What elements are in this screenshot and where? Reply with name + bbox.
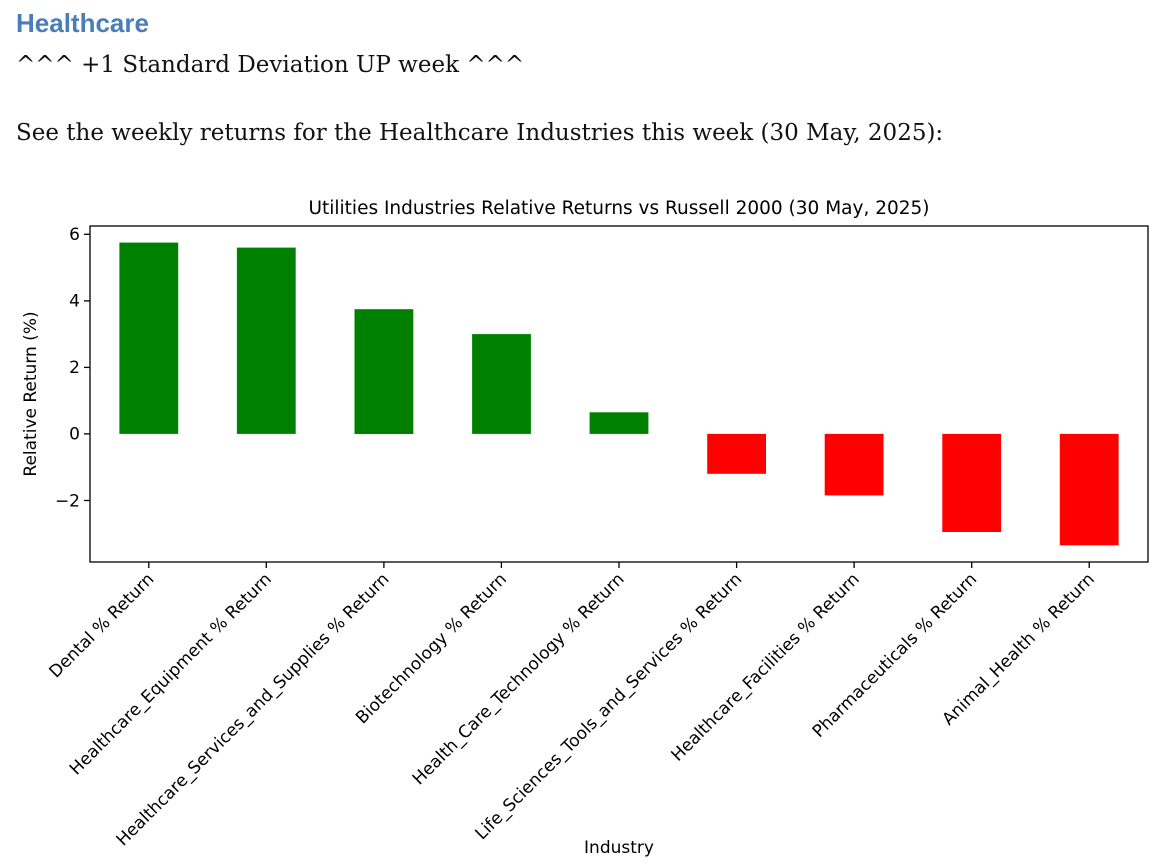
x-axis-label: Industry <box>584 838 654 858</box>
bar <box>354 309 414 434</box>
page-title: Healthcare <box>16 8 149 38</box>
bar <box>824 433 884 496</box>
bar <box>942 433 1002 532</box>
bar <box>472 334 531 434</box>
returns-bar-chart: 6 4 2 0 −2 Dental % Return Healthcare_Equipmen… <box>0 190 1164 866</box>
std-deviation-note: ^^^ +1 Standard Deviation UP week ^^^ <box>16 52 525 79</box>
intro-text: See the weekly returns for the Healthcar… <box>16 119 944 146</box>
y-tick-label: 6 <box>69 225 80 245</box>
y-tick-label: 4 <box>69 292 80 312</box>
bar-chart-svg: 6 4 2 0 −2 Dental % ReturnHealthcare_Equipmen… <box>21 198 1149 858</box>
y-axis-ticks: 6 4 2 0 −2 <box>55 225 90 511</box>
bar <box>236 247 296 434</box>
chart-title: Utilities Industries Relative Returns vs… <box>308 198 929 219</box>
bar <box>589 412 649 434</box>
bar <box>707 433 766 474</box>
x-tick-label: Dental % Return <box>46 569 159 682</box>
x-tick-label: Healthcare_Equipment % Return <box>66 569 276 779</box>
x-tick-label: Healthcare_Facilities % Return <box>667 569 863 765</box>
bar <box>119 242 179 434</box>
x-tick-label: Health_Care_Technology % Return <box>409 569 629 789</box>
y-tick-label: 0 <box>69 425 80 445</box>
y-axis-label: Relative Return (%) <box>21 311 41 476</box>
y-tick-label: −2 <box>55 491 80 511</box>
bars <box>119 242 1119 546</box>
y-tick-label: 2 <box>69 358 80 378</box>
x-tick-label: Healthcare_Services_and_Supplies % Retur… <box>113 569 394 850</box>
x-tick-label: Life_Sciences_Tools_and_Services % Retur… <box>472 569 747 844</box>
bar <box>1059 433 1119 546</box>
